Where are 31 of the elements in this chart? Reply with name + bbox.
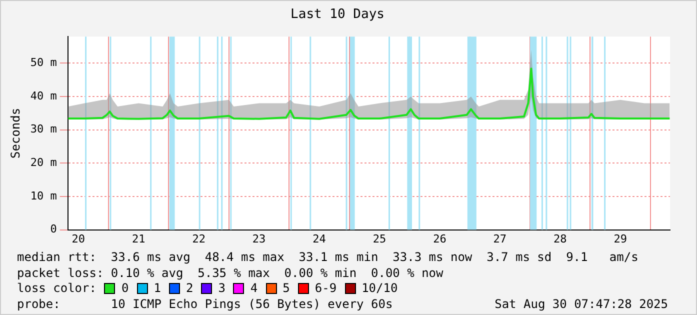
text: probe: 10 ICMP Echo Pings (56 Bytes) every 60s (17, 296, 393, 310)
legend-label: 10/10 (362, 281, 398, 296)
y-tick-label: 20 m (30, 156, 58, 170)
y-tick-label: 0 (50, 222, 57, 236)
x-tick-label: 23 (252, 232, 266, 246)
x-tick-label: 27 (493, 232, 507, 246)
y-tick-label: 10 m (30, 189, 58, 202)
x-tick-label: 21 (132, 232, 146, 246)
text: packet loss: 0.10 % avg 5.35 % max 0.00 % min 0.00 % now (17, 266, 444, 281)
legend-label: 1 (154, 281, 161, 296)
x-tick-label: 25 (372, 232, 386, 246)
text: median rtt: 33.6 ms avg 48.4 ms max 33.1 ms min 33.3 ms now 3.7 ms sd 9.1 am/s (17, 250, 640, 266)
legend-label: 5 (282, 281, 290, 296)
x-tick-label: 20 (72, 232, 86, 246)
legend-label: 0 (121, 281, 129, 296)
y-tick-label: 50 m (30, 56, 58, 70)
legend-label: 3 (218, 281, 226, 296)
legend-title: loss color: (17, 281, 96, 296)
x-tick-label: 22 (192, 232, 206, 246)
y-tick-label: 40 m (30, 89, 58, 102)
x-tick-label: 24 (312, 232, 326, 246)
x-tick-label: 29 (614, 232, 627, 246)
legend-label: 4 (250, 281, 258, 296)
legend-label: 2 (186, 281, 194, 296)
y-axis-title: Seconds (8, 108, 22, 158)
text: Sat Aug 30 07:47:28 2025 (494, 296, 668, 312)
x-tick-label: 26 (433, 232, 446, 246)
x-tick-label: 28 (553, 232, 567, 246)
legend-label: 6-9 (314, 281, 337, 296)
y-tick-label: 30 m (30, 122, 58, 136)
chart-title: Last 10 Days (290, 7, 384, 22)
